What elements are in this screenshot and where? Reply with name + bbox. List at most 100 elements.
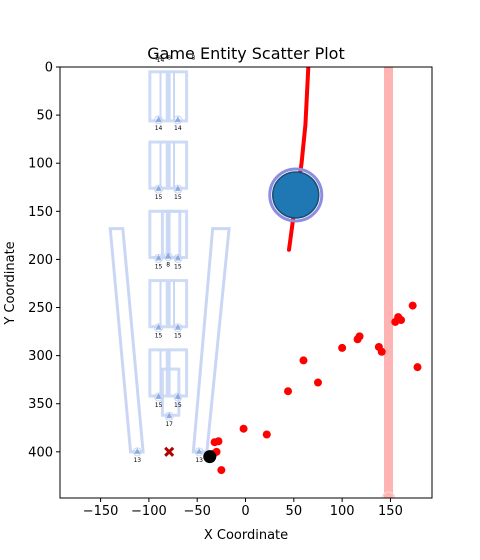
chart-title: Game Entity Scatter Plot (147, 44, 344, 63)
frame-marker-ring-2 (154, 184, 164, 194)
red-point-7 (284, 387, 293, 396)
frame-marker-ring-4 (154, 253, 164, 263)
frame-rect-5 (160, 209, 182, 259)
axes: 14 8 814−150 −100 −50 0 50 100 15005010015020025… (28, 54, 433, 519)
y-tick-label-6: 300 (28, 349, 53, 364)
frame-marker-ring-8 (173, 323, 183, 333)
frame-marker-label-9: 15 (155, 402, 163, 409)
frame-marker-label-12: 13 (133, 457, 141, 464)
frame-marker-ring-5 (163, 252, 173, 262)
red-point-4 (217, 466, 226, 475)
frame-marker-3 (174, 185, 181, 192)
frame-marker-2 (155, 185, 162, 192)
frame-marker-label-8: 15 (174, 333, 182, 340)
y-tick-label-4: 200 (28, 253, 53, 268)
frame-marker-label-11: 17 (165, 421, 173, 428)
red-point-18 (408, 301, 417, 310)
slanted-bar-0 (108, 227, 145, 454)
y-axis-label: Y Coordinate (3, 241, 18, 325)
frame-rect-7 (148, 279, 169, 329)
y-tick-label-5: 250 (28, 301, 53, 316)
frame-marker-1 (174, 115, 181, 122)
y-tick-label-8: 400 (28, 445, 53, 460)
x-tick-label-4: 50 (286, 504, 303, 519)
x-marker (164, 446, 175, 457)
frame-marker-ring-9 (154, 392, 164, 402)
frame-marker-ring-3 (173, 184, 183, 194)
frame-rect-2 (148, 140, 169, 190)
frame-marker-ring-10 (173, 392, 183, 402)
x-tick-label-2: −50 (183, 504, 210, 519)
frame-marker-label-4: 15 (155, 263, 163, 270)
frame-marker-label-6: 15 (174, 263, 182, 270)
red-point-12 (355, 332, 364, 341)
red-point-17 (397, 316, 406, 325)
frame-marker-7 (155, 323, 162, 330)
y-tick-label-3: 150 (28, 205, 53, 220)
x-axis-label: X Coordinate (204, 528, 288, 543)
frame-marker-0 (155, 115, 162, 122)
frame-rect-4 (148, 209, 169, 259)
x-tick-label-3: 0 (241, 504, 249, 519)
player-marker (203, 450, 217, 464)
red-point-8 (299, 356, 308, 365)
frame-marker-4 (155, 254, 162, 261)
y-tick-label-1: 50 (36, 109, 53, 124)
frame-marker-9 (155, 392, 162, 399)
red-point-6 (262, 430, 271, 439)
y-tick-label-0: 0 (45, 61, 53, 76)
frame-marker-13 (196, 447, 203, 454)
top-label-3: 14 (157, 57, 165, 64)
frame-marker-ring-0 (154, 115, 164, 125)
y-tick-label-2: 100 (28, 157, 53, 172)
y-tick-label-7: 350 (28, 397, 53, 412)
red-point-19 (413, 363, 422, 372)
frame-marker-label-13: 13 (195, 457, 203, 464)
top-label-2: 8 (191, 54, 195, 61)
frame-rect-6 (167, 209, 189, 259)
red-point-5 (239, 424, 248, 433)
red-point-1 (214, 437, 223, 446)
frame-marker-10 (174, 392, 181, 399)
frame-rect-1 (167, 70, 189, 123)
frame-marker-label-1: 14 (174, 125, 182, 132)
red-trail-line (286, 67, 311, 252)
frame-marker-label-2: 15 (155, 194, 163, 201)
frame-marker-ring-1 (173, 115, 183, 125)
frame-rect-3 (167, 140, 189, 190)
top-label-0: 14 (155, 54, 163, 61)
frame-marker-11 (166, 412, 173, 419)
frame-marker-ring-12 (132, 447, 142, 457)
x-tick-label-1: −100 (131, 504, 167, 519)
frame-marker-8 (174, 323, 181, 330)
frame-marker-label-0: 14 (155, 125, 163, 132)
frame-marker-label-7: 15 (155, 333, 163, 340)
frame-rect-0 (148, 70, 169, 123)
frame-marker-ring-6 (173, 253, 183, 263)
pink-band-end-marker (381, 491, 396, 498)
frame-marker-label-10: 15 (174, 402, 182, 409)
pink-band (384, 67, 394, 498)
frame-marker-ring-11 (164, 411, 174, 421)
red-point-14 (377, 347, 386, 356)
big-circle-entity (272, 171, 320, 219)
slanted-bar-1 (191, 227, 231, 454)
frame-rect-8 (167, 279, 189, 329)
frame-marker-label-5: 8 (166, 262, 170, 269)
frame-marker-12 (134, 447, 141, 454)
x-tick-label-6: 150 (378, 504, 403, 519)
frame-marker-5 (165, 252, 172, 259)
x-tick-label-0: −150 (83, 504, 119, 519)
top-label-1: 8 (167, 54, 171, 61)
red-point-9 (313, 378, 322, 387)
frame-marker-ring-13 (194, 447, 204, 457)
frame-marker-label-3: 15 (174, 194, 182, 201)
big-circle-ring (268, 167, 324, 223)
frame-marker-ring-7 (154, 323, 164, 333)
red-point-10 (338, 343, 347, 352)
x-tick-label-5: 100 (330, 504, 355, 519)
frame-rect-9 (148, 348, 169, 398)
frame-marker-6 (174, 254, 181, 261)
